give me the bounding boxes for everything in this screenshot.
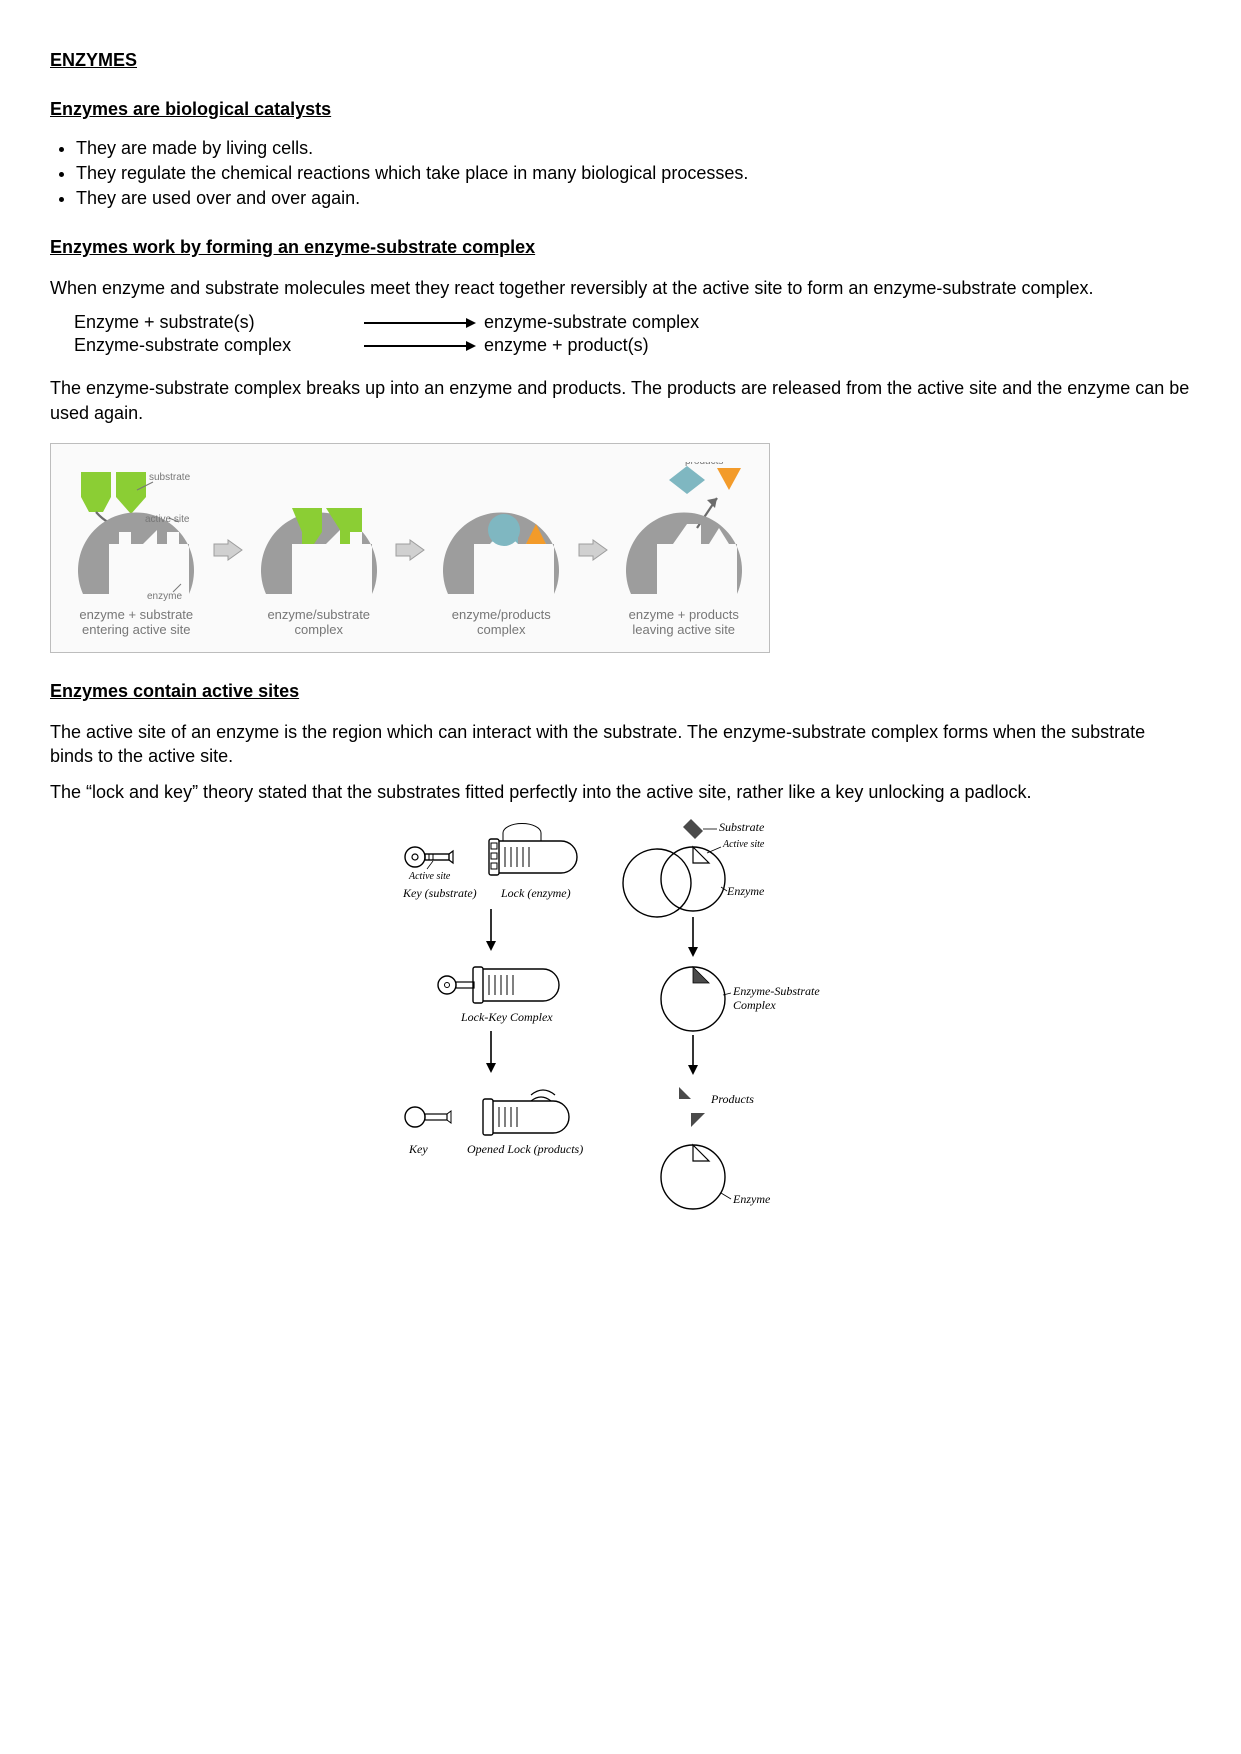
paragraph: When enzyme and substrate molecules meet…: [50, 276, 1191, 300]
diagram-caption: entering active site: [82, 622, 190, 637]
diagram-label: Key (substrate): [402, 886, 477, 900]
list-item: They are used over and over again.: [76, 188, 1191, 209]
diagram-caption: complex: [295, 622, 343, 637]
diagram-label: substrate: [149, 472, 191, 483]
diagram-label: enzyme: [147, 591, 182, 602]
diagram-label: Enzyme: [726, 884, 765, 898]
lock-and-key-diagram: Active site Key (substrate) Lock (enzyme…: [391, 817, 851, 1252]
substrate-shape: [116, 472, 146, 514]
diagram-step: enzyme/substrate complex: [244, 462, 395, 638]
enzyme-circle-icon: [661, 847, 725, 911]
diagram-label: Lock (enzyme): [500, 886, 571, 900]
section-heading-2: Enzymes work by forming an enzyme-substr…: [50, 237, 1191, 258]
step-arrow-icon: [394, 538, 426, 562]
lock-icon: [489, 823, 577, 875]
diagram-label: Complex: [733, 998, 776, 1012]
product-shape: [669, 466, 705, 494]
diagram-label: Key: [408, 1142, 428, 1156]
enzyme-substrate-diagram: substrate active site enzyme enzyme + su…: [50, 443, 770, 653]
substrate-shape: [81, 472, 111, 512]
diagram-label: products: [685, 462, 723, 467]
section-heading-3: Enzymes contain active sites: [50, 681, 1191, 702]
diagram-caption: enzyme/products: [452, 607, 551, 622]
diagram-caption: enzyme + substrate: [79, 607, 193, 622]
diagram-caption: enzyme + products: [629, 607, 739, 622]
enzyme-circle-icon: [661, 1145, 725, 1209]
diagram-label: Active site: [722, 839, 765, 850]
key-icon: [405, 847, 453, 867]
arrow-icon: [364, 322, 474, 324]
products-icon: [679, 1087, 705, 1127]
diagram-caption: complex: [477, 622, 525, 637]
enzyme-shape: [626, 512, 742, 594]
bullet-list-1: They are made by living cells. They regu…: [76, 138, 1191, 209]
opened-lock-icon: [483, 1090, 569, 1135]
product-shape: [488, 514, 520, 546]
diagram-label: Lock-Key Complex: [460, 1010, 553, 1024]
arrow-icon: [364, 345, 474, 347]
diagram-label: Substrate: [719, 820, 765, 834]
diagram-caption: enzyme/substrate: [267, 607, 370, 622]
equation-lhs: Enzyme + substrate(s): [74, 312, 354, 333]
diagram-label: Active site: [408, 871, 451, 882]
section-heading-1: Enzymes are biological catalysts: [50, 99, 1191, 120]
diagram-label: Enzyme: [732, 1192, 771, 1206]
paragraph: The enzyme-substrate complex breaks up i…: [50, 376, 1191, 425]
enzyme-circle-icon: [623, 849, 691, 917]
page-title: ENZYMES: [50, 50, 1191, 71]
key-icon: [405, 1107, 451, 1127]
step-arrow-icon: [577, 538, 609, 562]
diagram-label: Opened Lock (products): [467, 1142, 583, 1156]
lock-key-complex-icon: [438, 967, 559, 1003]
diagram-label: Products: [710, 1092, 754, 1106]
product-shape: [717, 468, 741, 490]
es-complex-icon: [661, 967, 725, 1031]
equation-rhs: enzyme + product(s): [484, 335, 649, 356]
diagram-label: active site: [145, 514, 190, 525]
substrate-wedge-icon: [683, 819, 717, 839]
diagram-caption: leaving active site: [632, 622, 735, 637]
equation-rhs: enzyme-substrate complex: [484, 312, 699, 333]
diagram-step: enzyme/products complex: [426, 462, 577, 638]
equation-lhs: Enzyme-substrate complex: [74, 335, 354, 356]
diagram-step: products enzyme + products leaving activ…: [609, 462, 760, 638]
diagram-step: substrate active site enzyme enzyme + su…: [61, 462, 212, 638]
list-item: They are made by living cells.: [76, 138, 1191, 159]
paragraph: The “lock and key” theory stated that th…: [50, 780, 1191, 804]
step-arrow-icon: [212, 538, 244, 562]
list-item: They regulate the chemical reactions whi…: [76, 163, 1191, 184]
diagram-label: Enzyme-Substrate: [732, 984, 820, 998]
equation-row-2: Enzyme-substrate complex enzyme + produc…: [74, 335, 1191, 356]
equation-row-1: Enzyme + substrate(s) enzyme-substrate c…: [74, 312, 1191, 333]
paragraph: The active site of an enzyme is the regi…: [50, 720, 1191, 769]
